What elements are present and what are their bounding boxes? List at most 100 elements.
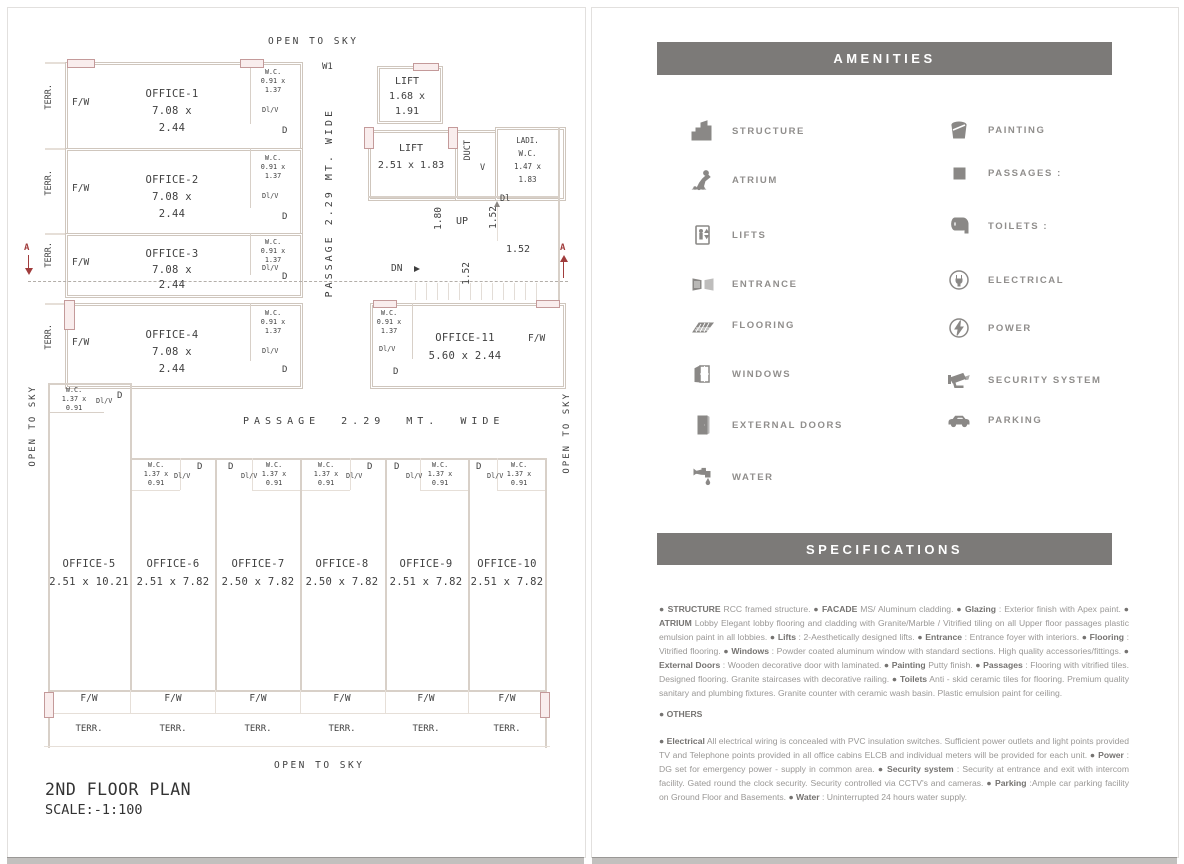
spec-keyword: ● Toilets <box>891 673 928 684</box>
wc-label: W.C. 0.91 x 1.37 <box>254 238 292 265</box>
office-dim: 7.08 x <box>152 191 192 203</box>
amenity-item: SECURITY SYSTEM <box>946 367 1102 393</box>
office-3-room <box>65 233 303 298</box>
wall <box>130 383 132 690</box>
french-window-label: F/W <box>164 693 182 704</box>
stair-dn-label: DN <box>391 263 403 274</box>
amenity-item: FLOORING <box>690 312 795 338</box>
spec-text: : Exterior finish with Apex paint. <box>996 604 1124 614</box>
section-arrow-up <box>560 255 568 262</box>
amenity-item: STRUCTURE <box>690 118 805 144</box>
terrace-label: TERR. <box>493 724 521 734</box>
wc-line: 1.37 x <box>143 470 169 478</box>
specifications-title: SPECIFICATIONS <box>805 541 964 557</box>
wall <box>45 233 65 235</box>
dn-arrow <box>414 266 420 272</box>
office-name: OFFICE-3 <box>145 248 199 260</box>
terrace-label: TERR. <box>44 242 54 268</box>
office-name: OFFICE-10 <box>477 558 537 570</box>
office-dim: 7.08 x <box>152 264 192 276</box>
security-icon <box>946 368 972 392</box>
french-window-label: F/W <box>72 183 90 194</box>
open-to-sky-right-label: OPEN TO SKY <box>562 392 572 474</box>
door-label: D <box>476 462 482 472</box>
wall <box>385 690 386 713</box>
spec-text: : Entrance foyer with interiors. <box>962 631 1082 642</box>
amenity-item: WATER <box>690 464 774 490</box>
spec-text: MS/ Aluminum cladding. <box>857 604 957 614</box>
wc-line: W.C. <box>65 386 83 394</box>
amenity-label: WATER <box>732 471 774 483</box>
lift-dim: 2.51 x 1.83 <box>377 160 445 171</box>
wall-patch <box>413 63 439 71</box>
office-dim: 2.44 <box>158 279 186 291</box>
wc-label: W.C. 0.91 x 1.37 <box>254 154 292 181</box>
spec-keyword: ● Security system <box>877 763 954 774</box>
door-label: D <box>393 367 399 377</box>
dlv-label: Dl/V <box>174 472 191 480</box>
passages-icon <box>946 161 972 185</box>
wall <box>468 458 470 690</box>
french-window-label: F/W <box>333 693 351 704</box>
wall-patch <box>448 127 458 149</box>
specifications-others-heading: ● OTHERS <box>659 709 703 719</box>
office-name: OFFICE-8 <box>315 558 369 570</box>
wall-patch <box>64 300 75 330</box>
office-dim: 2.51 x 7.82 <box>470 576 544 588</box>
ladies-wc-label: LADI. W.C. 1.47 x 1.83 <box>499 134 556 186</box>
spec-keyword: ● Lifts <box>769 631 796 642</box>
dlv-label: Dl/V <box>406 472 423 480</box>
wall <box>180 458 181 490</box>
door-label: D <box>228 462 234 472</box>
plan-title: 2ND FLOOR PLAN <box>45 780 192 799</box>
office-dim: 2.51 x 10.21 <box>49 576 129 588</box>
amenity-label: WINDOWS <box>732 368 792 380</box>
spec-keyword: ● ATRIUM <box>659 604 1129 628</box>
wall-patch <box>540 692 550 718</box>
door-label: D <box>117 391 123 401</box>
wc-line: W.C. <box>317 461 335 469</box>
open-to-sky-bottom-label: OPEN TO SKY <box>274 760 365 771</box>
stair-treads <box>415 283 547 300</box>
amenity-label: LIFTS <box>732 229 767 241</box>
amenity-item: POWER <box>946 315 1032 341</box>
wall <box>250 62 251 124</box>
ladies-wc-room <box>495 127 566 201</box>
stair-up-label: UP <box>456 216 469 227</box>
spec-keyword: ● Power <box>1089 749 1124 760</box>
office-name: OFFICE-1 <box>145 88 199 100</box>
wc-line: 1.47 x <box>513 162 542 171</box>
stair-dim: 1.52 <box>488 206 499 229</box>
painting-icon <box>946 118 972 142</box>
office-name: OFFICE-11 <box>435 332 495 344</box>
french-window-label: F/W <box>498 693 516 704</box>
lifts-icon <box>690 223 716 247</box>
duct-label: DUCT <box>463 140 473 161</box>
external-doors-icon <box>690 413 716 437</box>
lift-dim: 1.68 x <box>388 91 426 102</box>
amenity-item: PAINTING <box>946 117 1045 143</box>
wc-label: W.C. 1.37 x 0.91 <box>507 461 532 488</box>
wc-line: 1.37 <box>264 86 282 94</box>
wall <box>300 458 302 690</box>
plan-scale: SCALE:-1:100 <box>45 802 143 818</box>
spec-keyword: ● STRUCTURE <box>659 604 721 614</box>
stair-dim: 1.52 <box>506 244 531 255</box>
power-icon <box>946 316 972 340</box>
terrace-label: TERR. <box>44 84 54 110</box>
wc-line: 0.91 <box>265 479 283 487</box>
wall <box>44 746 550 747</box>
spec-text: RCC framed structure. <box>720 604 814 614</box>
bottom-strip-right <box>592 857 1177 864</box>
wc-line: 1.37 <box>264 256 282 264</box>
amenity-label: PASSAGES : <box>988 167 1062 179</box>
terrace-label: TERR. <box>159 724 187 734</box>
section-marker-a-left: A <box>24 243 30 253</box>
office-name: OFFICE-5 <box>62 558 116 570</box>
amenity-label: ENTRANCE <box>732 278 798 290</box>
dlv-label: Dl/V <box>487 472 504 480</box>
french-window-label: F/W <box>72 257 90 268</box>
door-label: Dl <box>500 194 511 204</box>
passage-horizontal-label: PASSAGE 2.29 MT. WIDE <box>243 416 505 427</box>
amenity-label: PAINTING <box>988 124 1046 136</box>
